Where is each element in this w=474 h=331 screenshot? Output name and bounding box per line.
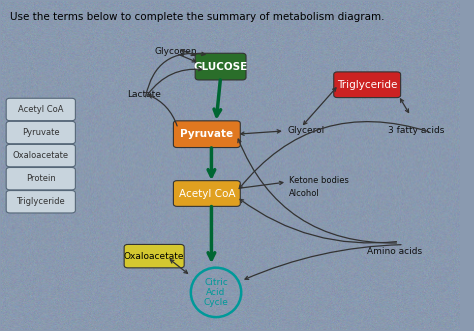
Text: Acetyl CoA: Acetyl CoA (18, 105, 64, 114)
Text: Alcohol: Alcohol (289, 189, 320, 198)
Text: Oxaloacetate: Oxaloacetate (13, 151, 69, 160)
FancyBboxPatch shape (173, 121, 240, 148)
Text: Lactate: Lactate (127, 90, 161, 99)
Text: Glycogen: Glycogen (154, 47, 197, 56)
Text: Triglyceride: Triglyceride (17, 197, 65, 206)
FancyBboxPatch shape (334, 72, 401, 98)
FancyBboxPatch shape (6, 121, 75, 144)
FancyBboxPatch shape (6, 98, 75, 121)
Text: Triglyceride: Triglyceride (337, 80, 397, 90)
Text: Acetyl CoA: Acetyl CoA (179, 189, 235, 199)
FancyBboxPatch shape (6, 144, 75, 167)
Text: Pyruvate: Pyruvate (180, 129, 233, 139)
FancyBboxPatch shape (195, 53, 246, 80)
Text: Glycerol: Glycerol (287, 126, 324, 135)
Text: Ketone bodies: Ketone bodies (289, 176, 349, 185)
FancyBboxPatch shape (6, 191, 75, 213)
FancyBboxPatch shape (124, 244, 184, 268)
Text: 3 fatty acids: 3 fatty acids (388, 126, 444, 135)
Text: GLUCOSE: GLUCOSE (193, 62, 248, 71)
Text: Oxaloacetate: Oxaloacetate (124, 252, 184, 260)
FancyBboxPatch shape (6, 167, 75, 190)
Text: Amino acids: Amino acids (367, 247, 422, 256)
Text: Citric
Acid
Cycle: Citric Acid Cycle (203, 277, 228, 307)
Text: Pyruvate: Pyruvate (22, 128, 60, 137)
FancyBboxPatch shape (173, 181, 240, 206)
Text: Use the terms below to complete the summary of metabolism diagram.: Use the terms below to complete the summ… (10, 12, 384, 22)
Text: Protein: Protein (26, 174, 55, 183)
